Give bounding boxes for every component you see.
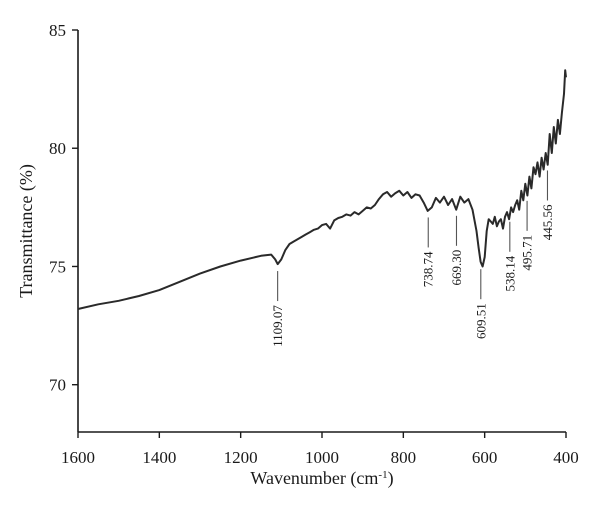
peak-label: 445.56	[540, 204, 555, 240]
x-tick-label: 600	[472, 448, 498, 467]
x-tick-label: 1000	[305, 448, 339, 467]
y-axis-title: Transmittance (%)	[16, 164, 37, 298]
peak-label: 1109.07	[270, 305, 285, 347]
x-tick-label: 1200	[224, 448, 258, 467]
transmittance-series-line	[77, 69, 567, 310]
x-tick-label: 1600	[61, 448, 95, 467]
peak-label: 609.51	[473, 303, 488, 339]
x-tick-label: 400	[553, 448, 579, 467]
x-ticks: 1600 1400 1200 1000 800 600 400	[61, 432, 579, 467]
y-tick-label: 75	[49, 257, 66, 276]
peak-label: 738.74	[421, 251, 436, 287]
x-tick-label: 800	[391, 448, 417, 467]
y-ticks: 70 75 80 85	[49, 21, 78, 395]
x-tick-label: 1400	[142, 448, 176, 467]
x-axis-title: Wavenumber (cm-1)	[250, 468, 393, 489]
axes	[77, 30, 566, 433]
y-tick-label: 85	[49, 21, 66, 40]
peak-label: 669.30	[449, 250, 464, 286]
peak-label: 538.14	[502, 255, 517, 291]
y-tick-label: 80	[49, 139, 66, 158]
peak-label: 495.71	[520, 235, 535, 271]
y-tick-label: 70	[49, 376, 66, 395]
